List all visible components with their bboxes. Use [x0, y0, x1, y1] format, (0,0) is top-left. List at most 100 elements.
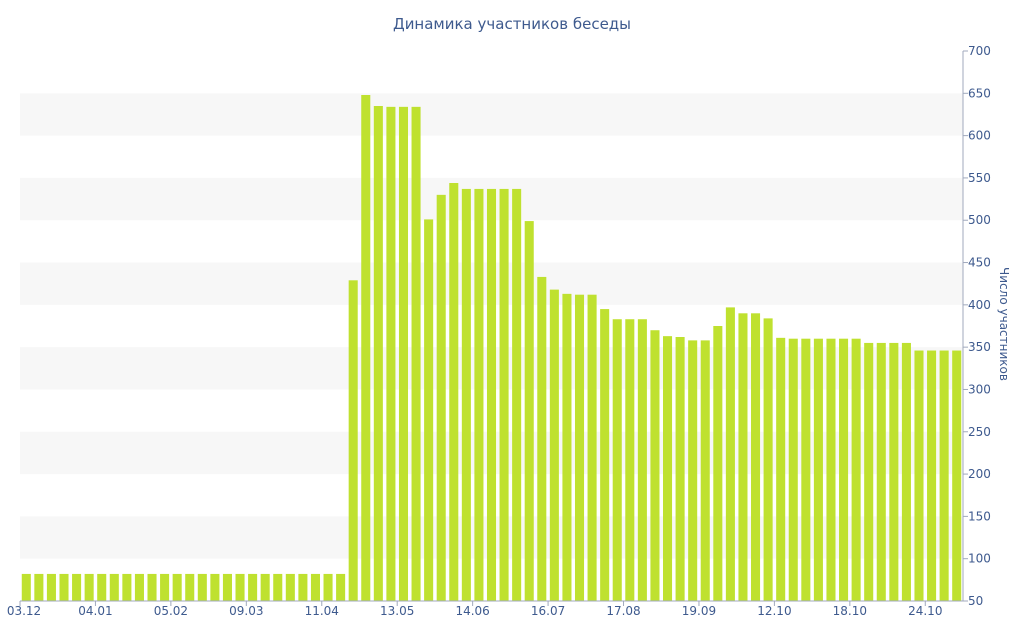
bar [486, 188, 497, 601]
bar [210, 573, 220, 601]
bar [952, 350, 962, 601]
bar [751, 313, 761, 601]
bar [788, 338, 798, 601]
x-tick-label: 19.09 [682, 604, 716, 618]
bar [851, 338, 861, 601]
bar [914, 350, 924, 601]
bar [474, 188, 484, 601]
bar [185, 573, 195, 601]
y-tick-label: 400 [968, 298, 991, 312]
bar [298, 573, 308, 601]
bar [235, 573, 245, 601]
bar [46, 573, 56, 601]
bar [461, 188, 471, 601]
x-tick-label: 13.05 [380, 604, 414, 618]
y-tick-label: 600 [968, 129, 991, 143]
grid-band [20, 93, 963, 136]
bar [248, 573, 258, 601]
bar [813, 338, 823, 601]
bar [763, 318, 773, 601]
x-axis: 03.12 04.01 05.02 09.03 11.04 13.05 14.06 16.07… [7, 600, 963, 618]
bar [411, 106, 421, 601]
bar [587, 294, 597, 601]
y-tick-label: 650 [968, 86, 991, 100]
bar-series [21, 95, 962, 602]
x-tick-label: 04.01 [78, 604, 112, 618]
bar [323, 573, 333, 601]
bar [361, 95, 371, 601]
bar [109, 573, 119, 601]
bar [801, 338, 811, 601]
y-tick-label: 250 [968, 425, 991, 439]
bar [273, 573, 283, 601]
bar [524, 221, 534, 602]
bar [574, 294, 585, 601]
bar [839, 338, 849, 601]
bar [826, 338, 836, 601]
bar [84, 573, 94, 601]
bar [436, 194, 446, 601]
y-tick-label: 150 [968, 509, 991, 523]
bar [876, 342, 886, 601]
bar [21, 573, 31, 601]
bar [927, 350, 937, 601]
y-tick-label: 50 [968, 594, 983, 608]
y-axis-label: Число участников [997, 267, 1011, 381]
bar [449, 183, 459, 601]
y-tick-label: 550 [968, 171, 991, 185]
bar [939, 350, 949, 601]
y-tick-label: 350 [968, 340, 991, 354]
y-axis: 50 100 150 200 250 300 350 400 450 500 550 600 650 70… [962, 44, 991, 608]
bar [172, 573, 182, 601]
bar [625, 319, 635, 601]
bar [424, 219, 434, 601]
bar [776, 337, 786, 601]
bar [260, 573, 270, 601]
bar [600, 309, 610, 601]
y-tick-label: 100 [968, 552, 991, 566]
bar [285, 573, 295, 601]
y-tick-label: 700 [968, 44, 991, 58]
x-tick-label: 03.12 [7, 604, 41, 618]
bar [537, 276, 547, 601]
bar [147, 573, 157, 601]
bar [889, 342, 899, 601]
y-tick-label: 300 [968, 382, 991, 396]
x-tick-label: 05.02 [154, 604, 188, 618]
bar [97, 573, 107, 601]
bar [725, 307, 735, 601]
y-tick-label: 500 [968, 213, 991, 227]
bar [499, 188, 509, 601]
y-tick-label: 450 [968, 256, 991, 270]
bar [864, 342, 874, 601]
bar [34, 573, 44, 601]
bar [612, 319, 622, 601]
bar [122, 573, 132, 601]
bar [637, 319, 647, 601]
bar [72, 573, 82, 601]
chart-title: Динамика участников беседы [393, 15, 631, 33]
bar [160, 573, 170, 601]
bar [675, 337, 685, 601]
bar [901, 342, 911, 601]
bar [310, 573, 320, 601]
bar [134, 573, 144, 601]
x-tick-label: 17.08 [606, 604, 640, 618]
bar [650, 330, 660, 601]
bar [663, 336, 673, 601]
bar [386, 106, 396, 601]
bar [398, 106, 409, 601]
bar [562, 293, 572, 601]
bar [197, 573, 207, 601]
x-tick-label: 18.10 [833, 604, 867, 618]
x-tick-label: 16.07 [531, 604, 565, 618]
bar [373, 106, 383, 601]
bar [348, 280, 358, 601]
x-tick-label: 24.10 [908, 604, 942, 618]
bar [738, 313, 748, 601]
bar [59, 573, 69, 601]
x-tick-label: 11.04 [305, 604, 339, 618]
bar [549, 289, 559, 601]
